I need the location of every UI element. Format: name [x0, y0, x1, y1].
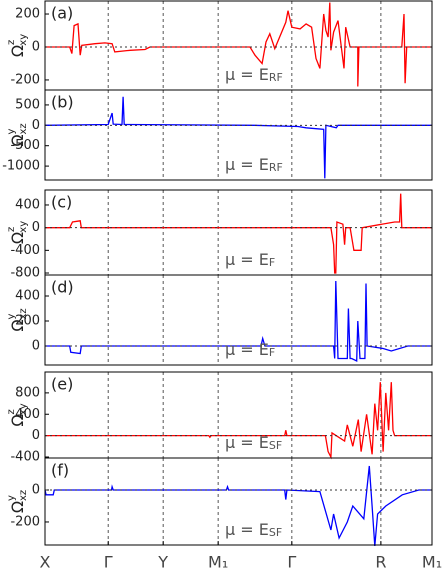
annotation-sub: RF	[269, 71, 283, 84]
y-tick-label: 400	[15, 289, 40, 304]
y-label-sub: xy	[18, 403, 29, 415]
y-tick-label: 0	[32, 339, 40, 354]
y-tick-label: 0	[32, 220, 40, 235]
y-tick-label: -400	[10, 243, 40, 258]
x-tick-label: Γ	[287, 553, 296, 572]
curve	[44, 465, 432, 547]
annotation-text: μ = E	[225, 250, 269, 269]
annotation: μ = ESF	[225, 433, 282, 453]
panel-frame	[44, 89, 433, 181]
y-label-sup: y	[6, 495, 17, 501]
y-label-sup: y	[6, 128, 17, 134]
annotation-sub: SF	[269, 526, 282, 539]
annotation-text: μ = E	[225, 65, 269, 84]
panel-label: (a)	[51, 4, 73, 23]
annotation: μ = EF	[225, 250, 275, 270]
annotation-text: μ = E	[225, 155, 269, 174]
y-label-sub: xz	[18, 490, 29, 501]
y-axis-label: Ωzxy	[6, 221, 29, 244]
y-axis-label: Ωzxy	[6, 403, 29, 426]
y-label-sub: xz	[18, 123, 29, 134]
y-label-sup: z	[6, 227, 17, 232]
y-tick-label: 400	[15, 197, 40, 212]
y-label-symbol: Ω	[8, 501, 27, 513]
annotation-text: μ = E	[225, 433, 269, 452]
panel-label: (d)	[51, 278, 74, 297]
annotation: μ = ERF	[225, 155, 283, 175]
y-label-sup: z	[6, 40, 17, 45]
x-tick-label: M₁	[422, 553, 442, 572]
y-label-sub: xy	[18, 34, 29, 46]
x-tick-label: R	[375, 553, 386, 572]
y-axis-label: Ωyxz	[6, 123, 29, 146]
x-tick-label: X	[40, 553, 51, 572]
panel-label: (c)	[51, 193, 72, 212]
y-label-symbol: Ω	[8, 232, 27, 244]
annotation-sub: F	[269, 256, 275, 269]
y-tick-label: 400	[15, 407, 40, 422]
annotation-sub: F	[269, 346, 275, 359]
annotation-text: μ = E	[225, 520, 269, 539]
y-tick-label: -200	[10, 72, 40, 87]
annotation: μ = ESF	[225, 520, 282, 540]
y-label-symbol: Ω	[8, 134, 27, 146]
y-axis-label: Ωzxy	[6, 34, 29, 57]
y-axis-label: Ωyxz	[6, 308, 29, 331]
y-tick-label: -1000	[2, 159, 40, 174]
annotation: μ = ERF	[225, 65, 283, 85]
y-label-symbol: Ω	[8, 414, 27, 426]
y-tick-label: 0	[32, 118, 40, 133]
annotation: μ = EF	[225, 340, 275, 360]
x-tick-label: Γ	[104, 553, 113, 572]
panel-frame	[44, 274, 433, 366]
y-tick-label: -800	[10, 266, 40, 281]
annotation-sub: SF	[269, 439, 282, 452]
y-tick-label: -400	[10, 449, 40, 464]
y-axis-label: Ωyxz	[6, 490, 29, 513]
y-label-sup: z	[6, 409, 17, 414]
y-tick-label: 0	[32, 39, 40, 54]
x-tick-label: M₁	[208, 553, 228, 572]
annotation-sub: RF	[269, 161, 283, 174]
y-label-sup: y	[6, 313, 17, 319]
annotation-text: μ = E	[225, 340, 269, 359]
y-tick-label: -200	[10, 514, 40, 529]
y-tick-label: 800	[15, 385, 40, 400]
y-tick-label: 500	[15, 97, 40, 112]
panel-label: (f)	[51, 461, 69, 480]
y-tick-label: 0	[32, 428, 40, 443]
y-label-symbol: Ω	[8, 45, 27, 57]
y-tick-label: -500	[10, 138, 40, 153]
y-label-sub: xy	[18, 221, 29, 233]
y-tick-label: 200	[15, 314, 40, 329]
curve	[44, 96, 432, 179]
panel-frame	[44, 457, 433, 546]
y-tick-label: 200	[15, 7, 40, 22]
y-tick-label: 0	[32, 482, 40, 497]
panel-label: (e)	[51, 375, 73, 394]
curve	[45, 2, 432, 87]
x-tick-label: Y	[157, 553, 168, 572]
y-label-symbol: Ω	[8, 319, 27, 331]
curve	[45, 193, 432, 274]
panel-label: (b)	[51, 93, 74, 112]
y-label-sub: xz	[18, 308, 29, 319]
curve	[45, 382, 432, 460]
